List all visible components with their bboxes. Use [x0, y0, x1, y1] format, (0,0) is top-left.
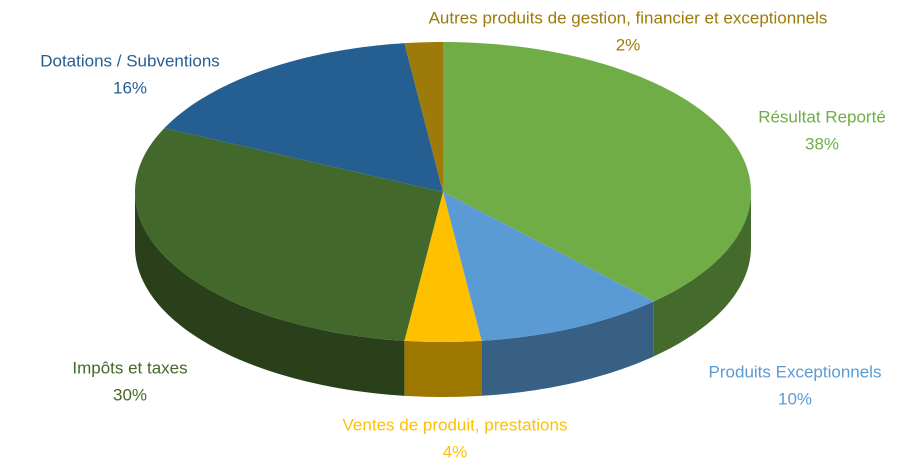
slice: [443, 42, 751, 302]
slice-label: Résultat Reporté: [758, 107, 886, 126]
slice-label: Impôts et taxes: [72, 358, 187, 377]
slice-value-label: 4%: [443, 442, 468, 461]
slice-side: [481, 301, 654, 396]
slice: [164, 43, 443, 192]
slice: [443, 192, 654, 341]
slice-value-label: 2%: [616, 35, 641, 54]
slice: [404, 192, 482, 342]
slice-label: Ventes de produit, prestations: [343, 415, 568, 434]
slice-side: [404, 340, 482, 397]
slice: [135, 128, 443, 341]
slice: [404, 42, 443, 192]
slice-side: [135, 192, 405, 396]
slice-value-label: 38%: [805, 134, 839, 153]
slice-value-label: 30%: [113, 385, 147, 404]
slice-label: Dotations / Subventions: [40, 51, 220, 70]
slice-value-label: 10%: [778, 389, 812, 408]
slice-value-label: 16%: [113, 78, 147, 97]
slice-label: Autres produits de gestion, financier et…: [429, 8, 828, 27]
slice-side: [653, 192, 751, 357]
slice-label: Produits Exceptionnels: [709, 362, 882, 381]
